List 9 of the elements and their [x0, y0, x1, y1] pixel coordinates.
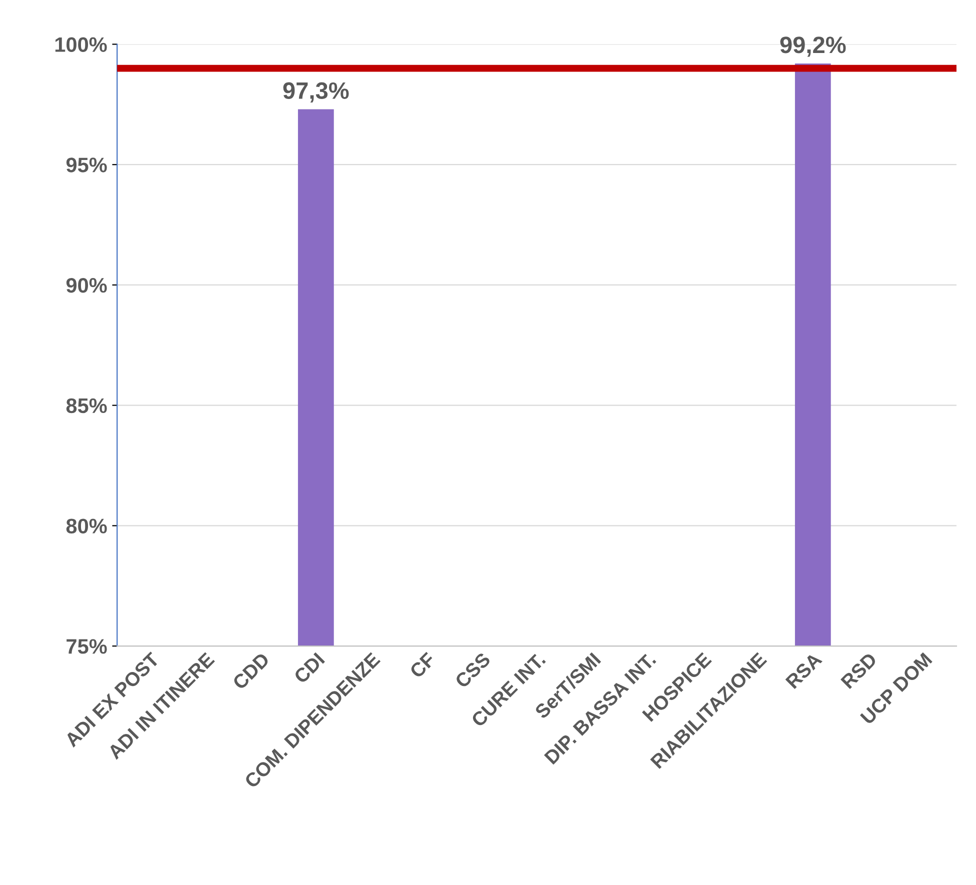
y-tick-label: 85% [66, 398, 107, 414]
y-tick-label: 80% [66, 518, 107, 534]
y-tick-label: 90% [66, 278, 107, 293]
y-tick-label: 95% [66, 158, 107, 172]
x-tick-label: CF [408, 652, 436, 679]
y-tick-label: 75% [66, 639, 107, 654]
data-label: 97,3% [283, 82, 349, 102]
data-label: 99,2% [780, 36, 846, 57]
y-tick-label: 100% [55, 37, 107, 52]
